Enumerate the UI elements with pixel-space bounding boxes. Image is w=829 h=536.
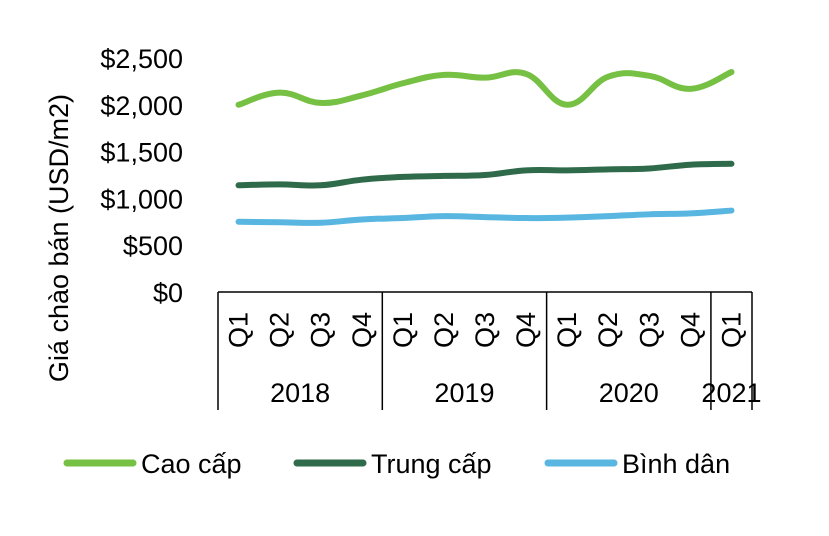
x-tick-label: Q4 <box>511 312 541 348</box>
legend-label: Bình dân <box>622 449 730 479</box>
x-tick-label: Q3 <box>470 312 500 348</box>
year-label: 2018 <box>270 378 330 408</box>
y-tick-label: $0 <box>153 278 183 308</box>
year-label: 2021 <box>701 378 761 408</box>
x-tick-label: Q3 <box>306 312 336 348</box>
y-tick-label: $1,500 <box>100 138 183 168</box>
y-tick-label: $1,000 <box>100 184 183 214</box>
x-tick-label: Q1 <box>552 312 582 348</box>
x-tick-label: Q1 <box>388 312 418 348</box>
y-axis-label-group: Giá chào bán (USD/m2) <box>44 94 74 382</box>
x-tick-label: Q4 <box>675 312 705 348</box>
y-tick-label: $500 <box>123 231 183 261</box>
y-tick-label: $2,500 <box>100 44 183 74</box>
y-tick-labels: $0 $500 $1,000 $1,500 $2,000 $2,500 <box>100 44 183 308</box>
x-tick-label: Q3 <box>634 312 664 348</box>
year-label: 2019 <box>434 378 494 408</box>
legend-label: Cao cấp <box>141 449 242 479</box>
x-tick-label: Q2 <box>593 312 623 348</box>
series-line <box>235 160 735 189</box>
x-axis: Q1 Q2 Q3 Q4 Q1 Q2 Q3 Q4 Q1 Q2 Q3 Q4 Q1 2018 2019 2020 20… <box>217 291 762 410</box>
series-line <box>235 207 735 226</box>
series-line <box>235 69 735 108</box>
x-tick-label: Q4 <box>347 312 377 348</box>
y-axis-label: Giá chào bán (USD/m2) <box>44 94 74 382</box>
series-lines <box>235 69 735 226</box>
x-tick-label: Q1 <box>716 312 746 348</box>
x-tick-label: Q2 <box>429 312 459 348</box>
y-tick-label: $2,000 <box>100 91 183 121</box>
year-label: 2020 <box>599 378 659 408</box>
legend-label: Trung cấp <box>371 449 492 479</box>
x-tick-label: Q2 <box>265 312 295 348</box>
x-tick-label: Q1 <box>224 312 254 348</box>
legend: Cao cấp Trung cấp Bình dân <box>63 449 730 479</box>
